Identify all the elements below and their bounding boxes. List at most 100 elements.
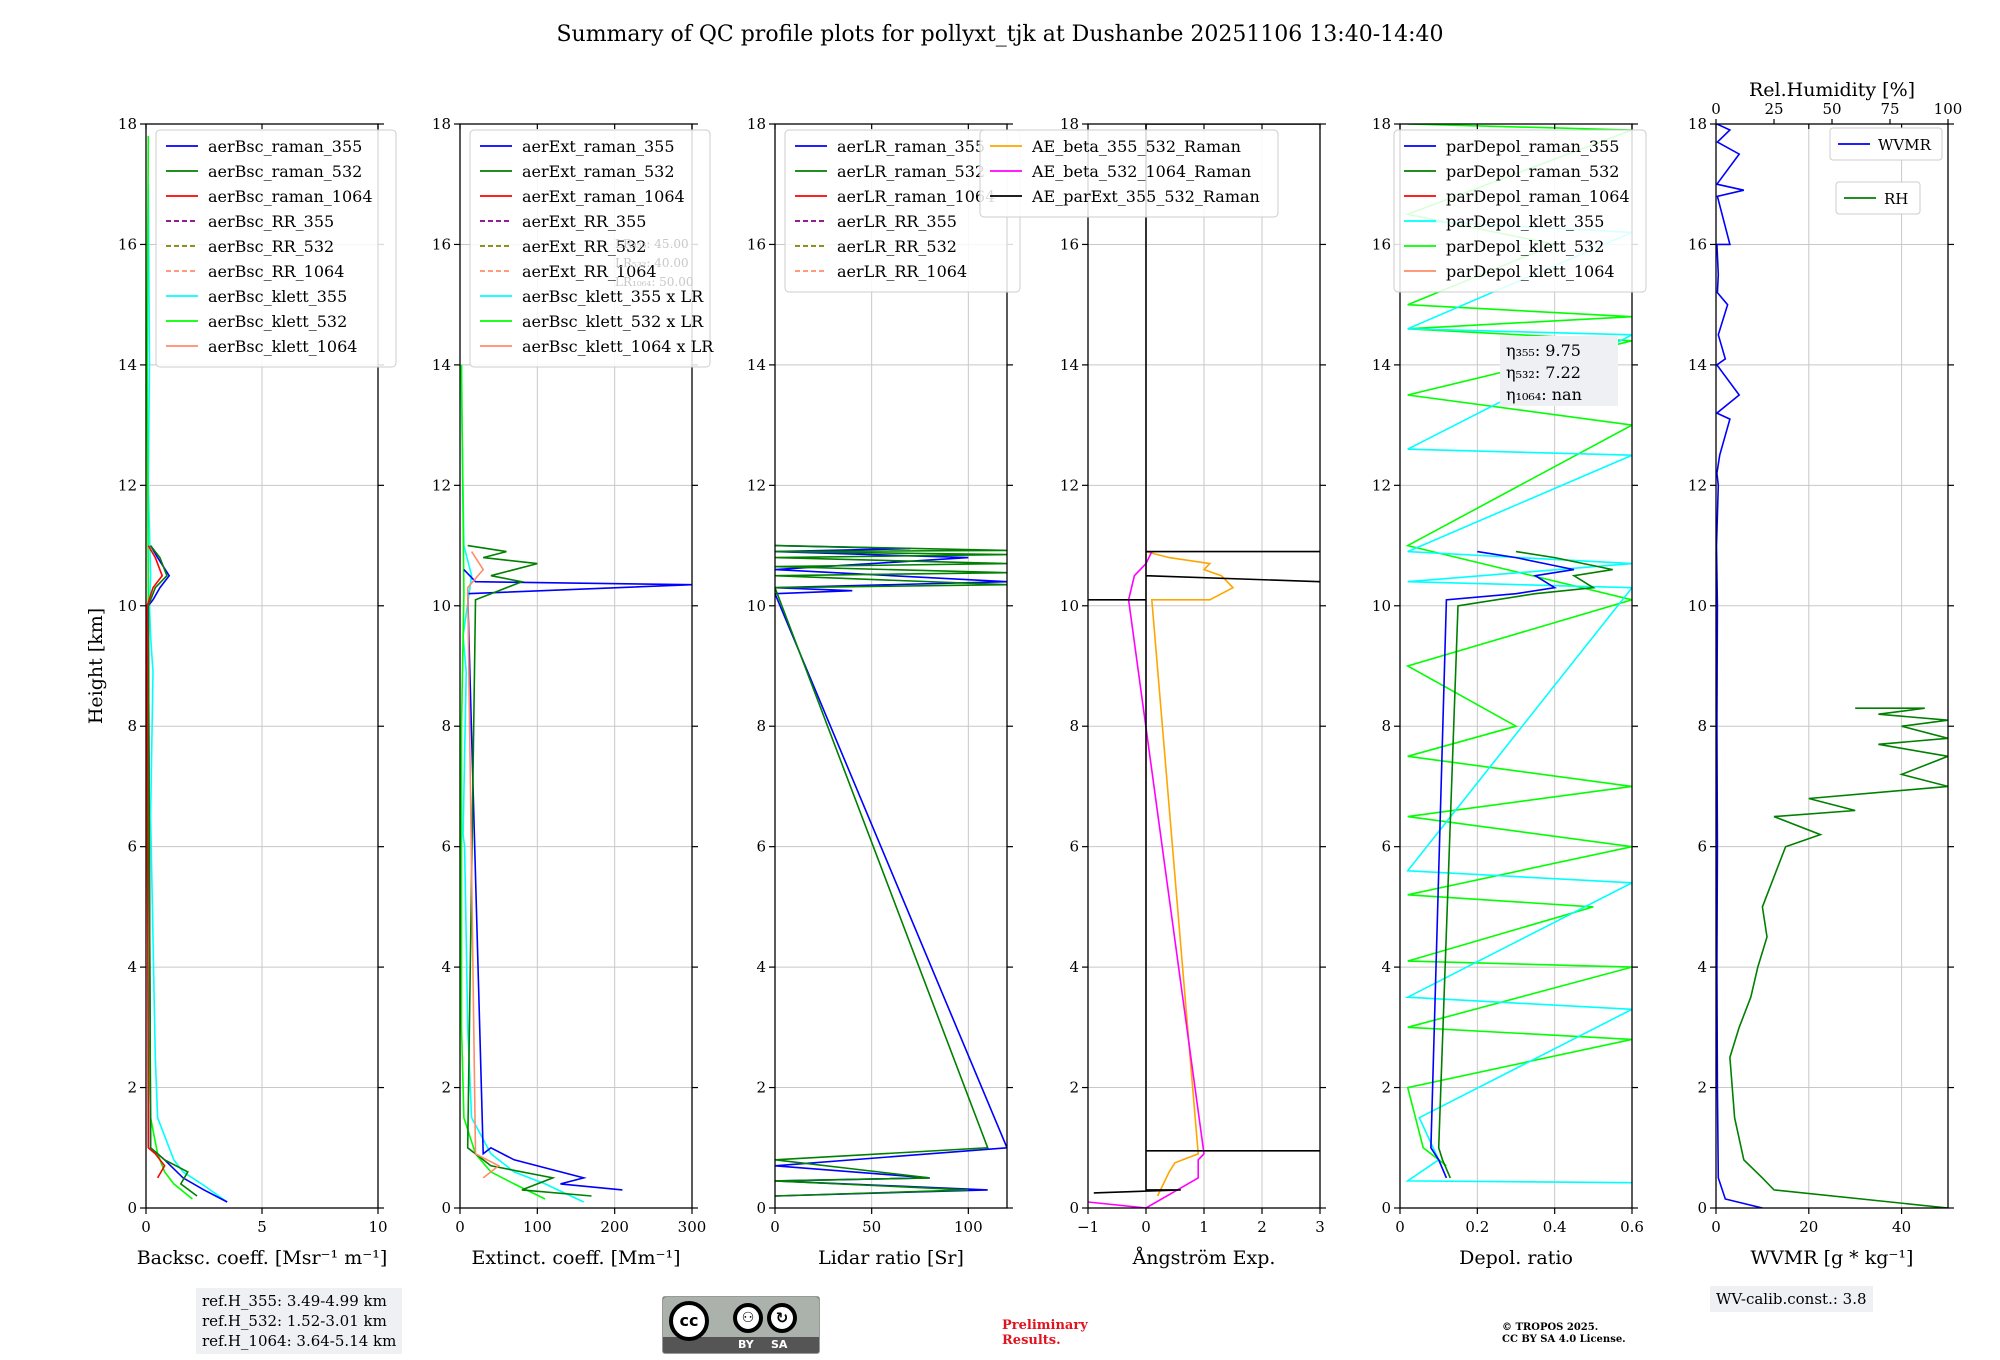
y-tick-label: 2 (756, 1079, 766, 1097)
legend-label-aerLR_RR_532: aerLR_RR_532 (837, 237, 957, 256)
legend-label-aerBsc_klett_532: aerBsc_klett_532 (208, 312, 347, 331)
y-tick-label: 2 (1697, 1079, 1707, 1097)
copyright-line-1: © TROPOS 2025. (1502, 1322, 1599, 1333)
x-tick-label: 0 (1141, 1218, 1151, 1236)
legend-label-AE_parExt_355_532_Raman: AE_parExt_355_532_Raman (1031, 187, 1260, 206)
series-line-parDepol_klett_355 (1404, 219, 1632, 1184)
x-tick-label: 50 (862, 1218, 881, 1236)
lr-note: LR₅₃₂: 40.00 (615, 256, 689, 270)
legend-label-aerBsc_RR_1064: aerBsc_RR_1064 (208, 262, 344, 281)
y-axis-label: Height [km] (85, 608, 107, 724)
y-tick-label: 16 (1688, 235, 1707, 253)
legend-label-aerExt_RR_355: aerExt_RR_355 (522, 212, 646, 231)
legend-label-parDepol_raman_532: parDepol_raman_532 (1446, 162, 1619, 181)
eta-note-box (1500, 336, 1618, 406)
y-tick-label: 6 (1697, 838, 1707, 856)
y-tick-label: 8 (1069, 717, 1079, 735)
legend-label-aerLR_RR_1064: aerLR_RR_1064 (837, 262, 967, 281)
panel-2: 0 100 200 300 0 2 4 6 8 10 12 14 16 18 Extinct. coeff.… (432, 115, 714, 1269)
series-line-aerBsc_klett_532 x LR (460, 364, 546, 1200)
x-tick-label: 0 (770, 1218, 780, 1236)
top-x-axis-label: Rel.Humidity [%] (1749, 79, 1915, 101)
legend-box (1835, 181, 1921, 215)
x-axis-label: Backsc. coeff. [Msr⁻¹ m⁻¹] (137, 1247, 388, 1269)
x-tick-label: −1 (1077, 1218, 1099, 1236)
x-axis-label: Extinct. coeff. [Mm⁻¹] (471, 1247, 680, 1269)
series-line-aerBsc_raman_355 (147, 545, 228, 1203)
y-tick-label: 0 (441, 1199, 451, 1217)
ref-height-532: ref.H_532: 1.52-3.01 km (202, 1312, 387, 1330)
legend-label-aerBsc_klett_1064: aerBsc_klett_1064 (208, 337, 357, 356)
y-tick-label: 4 (1697, 958, 1707, 976)
series-line-aerExt_raman_532 (466, 544, 592, 1197)
y-tick-label: 0 (127, 1199, 137, 1217)
eta-note-1: η₅₃₂: 7.22 (1506, 363, 1581, 382)
y-tick-label: 4 (441, 958, 451, 976)
x-axis-label: Lidar ratio [Sr] (818, 1247, 964, 1269)
y-tick-label: 2 (1069, 1079, 1079, 1097)
y-tick-label: 18 (118, 115, 137, 133)
legend-label-aerLR_raman_532: aerLR_raman_532 (837, 162, 985, 181)
legend-label-WVMR: WVMR (1878, 136, 1932, 154)
y-tick-label: 10 (118, 597, 137, 615)
x-tick-label: 10 (368, 1218, 387, 1236)
y-tick-label: 0 (1697, 1199, 1707, 1217)
legend-label-aerBsc_raman_1064: aerBsc_raman_1064 (208, 187, 373, 206)
y-tick-label: 12 (432, 476, 451, 494)
y-tick-label: 0 (756, 1199, 766, 1217)
axes-frame (1399, 123, 1633, 1209)
by-label: BY (738, 1338, 754, 1351)
y-tick-label: 12 (1688, 476, 1707, 494)
top-x-tick-label: 25 (1764, 100, 1783, 118)
eta-note-0: η₃₅₅: 9.75 (1506, 341, 1581, 360)
series-line-WVMR (1716, 124, 1763, 1208)
series-line-parDepol_raman_355 (1430, 550, 1575, 1179)
y-tick-label: 8 (127, 717, 137, 735)
x-tick-label: 40 (1892, 1218, 1911, 1236)
series-line-AE_beta_532_1064_Raman (1088, 551, 1205, 1208)
y-tick-label: 16 (118, 235, 137, 253)
y-tick-label: 10 (432, 597, 451, 615)
y-tick-label: 14 (118, 356, 137, 374)
x-axis-label: Ångström Exp. (1132, 1247, 1276, 1269)
x-tick-label: 1 (1199, 1218, 1209, 1236)
y-tick-label: 6 (441, 838, 451, 856)
panel-3: 0 50 100 0 2 4 6 8 10 12 14 16 18 Lidar ratio [Sr] aer… (747, 115, 1021, 1269)
preliminary-line-2: Results. (1002, 1333, 1061, 1348)
y-tick-label: 18 (747, 115, 766, 133)
y-tick-label: 4 (1381, 958, 1391, 976)
legend-label-aerBsc_RR_355: aerBsc_RR_355 (208, 212, 334, 231)
y-tick-label: 6 (756, 838, 766, 856)
eta-note-2: η₁₀₆₄: nan (1506, 385, 1582, 404)
preliminary-line-1: Preliminary (1002, 1318, 1088, 1333)
y-tick-label: 4 (127, 958, 137, 976)
legend-label-aerBsc_klett_532 x LR: aerBsc_klett_532 x LR (522, 312, 704, 331)
copyright-note: © TROPOS 2025. CC BY SA 4.0 License. (1502, 1322, 1626, 1346)
cc-icon: cc (669, 1301, 709, 1341)
y-tick-label: 2 (1381, 1079, 1391, 1097)
y-tick-label: 18 (1372, 115, 1391, 133)
legend-label-aerBsc_klett_1064 x LR: aerBsc_klett_1064 x LR (522, 337, 714, 356)
top-x-tick-label: 100 (1934, 100, 1963, 118)
legend-label-aerBsc_raman_532: aerBsc_raman_532 (208, 162, 362, 181)
series-line-aerBsc_raman_1064 (146, 545, 166, 1179)
series-line-aerExt_raman_355 (463, 569, 692, 1191)
y-tick-label: 10 (747, 597, 766, 615)
y-tick-label: 8 (756, 717, 766, 735)
legend-label-AE_beta_532_1064_Raman: AE_beta_532_1064_Raman (1031, 162, 1251, 181)
top-x-tick-label: 0 (1711, 100, 1721, 118)
y-tick-label: 4 (1069, 958, 1079, 976)
x-tick-label: 0.2 (1465, 1218, 1489, 1236)
copyright-line-2: CC BY SA 4.0 License. (1502, 1334, 1626, 1345)
axes-frame (774, 123, 1008, 1209)
x-tick-label: 5 (257, 1218, 267, 1236)
x-tick-label: 2 (1257, 1218, 1267, 1236)
top-x-tick-label: 75 (1880, 100, 1899, 118)
series-line-aerBsc_raman_532 (147, 545, 198, 1197)
y-tick-label: 18 (432, 115, 451, 133)
y-tick-label: 8 (1381, 717, 1391, 735)
lr-note: LR₃₅₅: 45.00 (615, 237, 689, 251)
y-tick-label: 16 (747, 235, 766, 253)
